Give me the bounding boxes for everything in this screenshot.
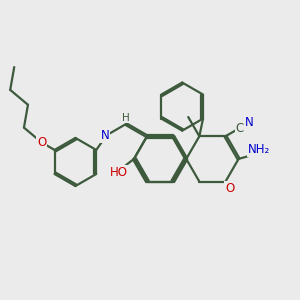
Text: HO: HO <box>110 166 128 179</box>
Text: O: O <box>37 136 46 149</box>
Text: N: N <box>101 129 110 142</box>
Text: C: C <box>236 122 244 135</box>
Text: H: H <box>122 112 130 122</box>
Text: O: O <box>225 182 235 195</box>
Text: NH₂: NH₂ <box>248 143 271 156</box>
Text: N: N <box>245 116 254 129</box>
